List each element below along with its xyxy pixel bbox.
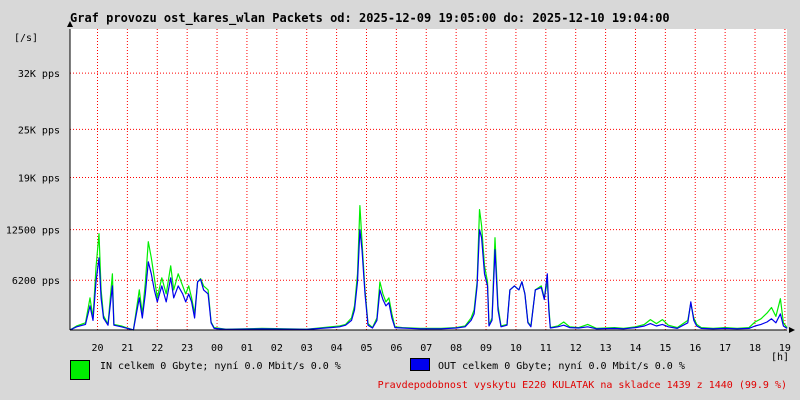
series-out-line bbox=[69, 229, 788, 331]
x-tick-label: 05 bbox=[360, 343, 372, 354]
x-tick-label: 14 bbox=[629, 343, 641, 354]
x-tick-label: 00 bbox=[211, 343, 223, 354]
series-group bbox=[69, 205, 788, 331]
x-tick-label: 06 bbox=[390, 343, 402, 354]
legend-in-swatch bbox=[70, 360, 90, 380]
y-tick-label: 12500 pps bbox=[6, 226, 60, 237]
x-tick-label: 04 bbox=[331, 343, 343, 354]
x-tick-label: 09 bbox=[480, 343, 492, 354]
x-tick-label: 23 bbox=[181, 343, 193, 354]
x-tick-label: 19 bbox=[779, 343, 791, 354]
x-tick-label: 16 bbox=[689, 343, 701, 354]
y-axis-arrow bbox=[67, 21, 73, 27]
axes bbox=[67, 21, 795, 333]
y-tick-label: 6200 pps bbox=[12, 276, 60, 287]
legend-out-text: OUT celkem 0 Gbyte; nyní 0.0 Mbit/s 0.0 … bbox=[438, 361, 685, 372]
x-tick-label: 21 bbox=[121, 343, 133, 354]
x-tick-label: 01 bbox=[241, 343, 253, 354]
x-tick-label: 20 bbox=[91, 343, 103, 354]
x-axis-labels: 20 21 22 23 00 01 02 03 04 05 06 07 08 09 10 11 12 13 14 15… bbox=[91, 343, 790, 354]
x-tick-label: 12 bbox=[570, 343, 582, 354]
x-tick-label: 15 bbox=[659, 343, 671, 354]
legend-out-swatch bbox=[410, 358, 430, 371]
x-tick-label: 22 bbox=[151, 343, 163, 354]
x-tick-label: 02 bbox=[271, 343, 283, 354]
plot-area bbox=[70, 29, 787, 330]
chart-title: Graf provozu ost_kares_wlan Packets od: … bbox=[70, 11, 670, 25]
y-tick-label: 32K pps bbox=[18, 69, 60, 80]
y-unit-label: [/s] bbox=[14, 33, 38, 44]
x-tick-label: 07 bbox=[420, 343, 432, 354]
x-tick-label: 10 bbox=[510, 343, 522, 354]
y-axis-labels: 6200 pps 12500 pps 19K pps 25K pps 32K pps bbox=[6, 69, 60, 287]
grid-lines bbox=[70, 29, 787, 330]
x-tick-label: 08 bbox=[450, 343, 462, 354]
x-tick-label: 17 bbox=[719, 343, 731, 354]
legend-in-text: IN celkem 0 Gbyte; nyní 0.0 Mbit/s 0.0 % bbox=[100, 361, 341, 372]
y-tick-label: 25K pps bbox=[18, 125, 60, 136]
x-tick-label: 18 bbox=[749, 343, 761, 354]
y-tick-label: 19K pps bbox=[18, 173, 60, 184]
x-tick-label: 03 bbox=[301, 343, 313, 354]
footer-note: Pravdepodobnost vyskytu E220 KULATAK na … bbox=[377, 380, 787, 391]
x-axis-arrow bbox=[789, 327, 795, 333]
x-unit-label: [h] bbox=[771, 352, 789, 363]
x-tick-label: 13 bbox=[600, 343, 612, 354]
x-tick-label: 11 bbox=[540, 343, 552, 354]
